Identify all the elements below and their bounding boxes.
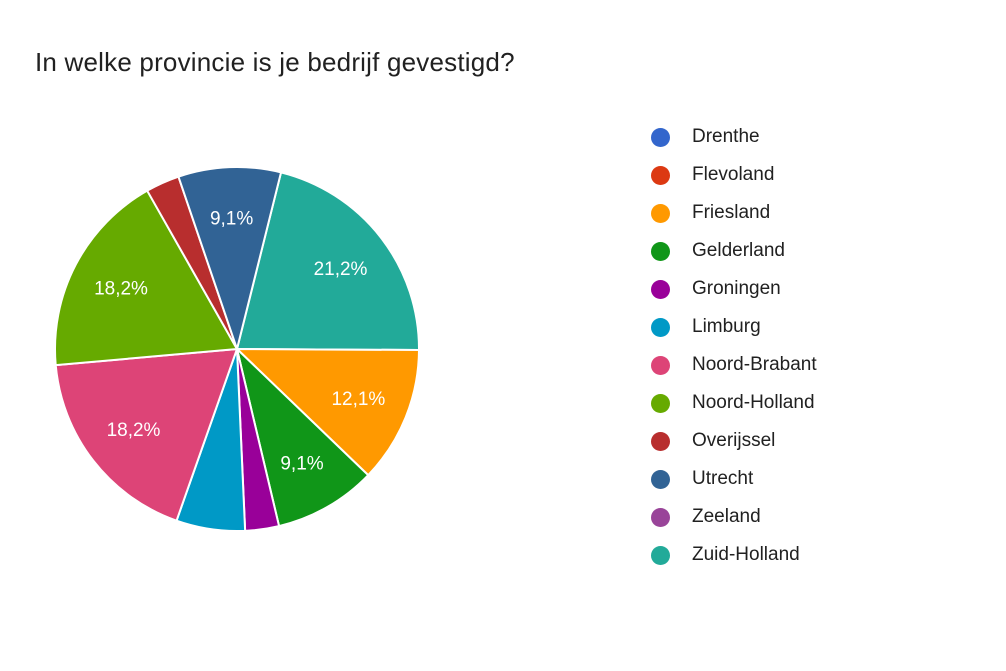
chart-title: In welke provincie is je bedrijf gevesti… bbox=[35, 47, 515, 77]
legend-swatch bbox=[651, 431, 670, 451]
pie-chart: 21,2% 12,1% 9,1% 18,2% 18,2% 9,1% bbox=[7, 119, 467, 579]
legend-item-label: Flevoland bbox=[692, 164, 775, 185]
legend-item-label: Utrecht bbox=[692, 468, 754, 489]
legend-item-label: Groningen bbox=[692, 278, 781, 299]
legend-swatch bbox=[651, 127, 670, 147]
legend-item-label: Overijssel bbox=[692, 430, 776, 451]
legend-swatch bbox=[651, 469, 670, 489]
legend-swatch bbox=[651, 203, 670, 223]
legend-item-drenthe: Drenthe bbox=[651, 126, 817, 148]
pie-slice-noord-brabant[interactable] bbox=[54, 348, 238, 522]
pie-slice-zuid-holland[interactable] bbox=[236, 171, 421, 352]
legend-swatch bbox=[651, 355, 670, 375]
legend-swatch bbox=[651, 165, 670, 185]
legend-item-label: Friesland bbox=[692, 202, 771, 223]
legend-swatch bbox=[651, 279, 670, 299]
pie-slice-noord-holland[interactable] bbox=[54, 189, 238, 367]
pie-slice-friesland[interactable] bbox=[236, 348, 420, 477]
legend-item-noord-brabant: Noord-Brabant bbox=[651, 354, 817, 376]
pie-slice-utrecht[interactable] bbox=[177, 166, 283, 350]
legend-item-zeeland: Zeeland bbox=[651, 506, 817, 528]
legend-swatch bbox=[651, 507, 670, 527]
legend-item-label: Noord-Holland bbox=[692, 392, 815, 413]
legend-item-label: Limburg bbox=[692, 316, 761, 337]
legend-swatch bbox=[651, 545, 670, 565]
legend-item-groningen: Groningen bbox=[651, 278, 817, 300]
legend-item-zuid-holland: Zuid-Holland bbox=[651, 544, 817, 566]
legend-swatch bbox=[651, 241, 670, 261]
legend-item-flevoland: Flevoland bbox=[651, 164, 817, 186]
legend-item-limburg: Limburg bbox=[651, 316, 817, 338]
legend-swatch bbox=[651, 393, 670, 413]
legend-item-label: Drenthe bbox=[692, 126, 760, 147]
legend-item-friesland: Friesland bbox=[651, 202, 817, 224]
legend: Drenthe Flevoland Friesland Gelderland Groni… bbox=[651, 126, 817, 582]
pie-slice-gelderland[interactable] bbox=[236, 348, 370, 528]
legend-item-label: Zeeland bbox=[692, 506, 761, 527]
legend-item-label: Noord-Brabant bbox=[692, 354, 817, 375]
legend-item-gelderland: Gelderland bbox=[651, 240, 817, 262]
legend-item-overijssel: Overijssel bbox=[651, 430, 817, 452]
legend-item-label: Zuid-Holland bbox=[692, 544, 800, 565]
pie-chart-svg: 21,2%12,1%9,1%18,2%18,2%9,1% bbox=[54, 166, 421, 532]
legend-item-utrecht: Utrecht bbox=[651, 468, 817, 490]
legend-swatch bbox=[651, 317, 670, 337]
legend-item-label: Gelderland bbox=[692, 240, 785, 261]
legend-item-noord-holland: Noord-Holland bbox=[651, 392, 817, 414]
